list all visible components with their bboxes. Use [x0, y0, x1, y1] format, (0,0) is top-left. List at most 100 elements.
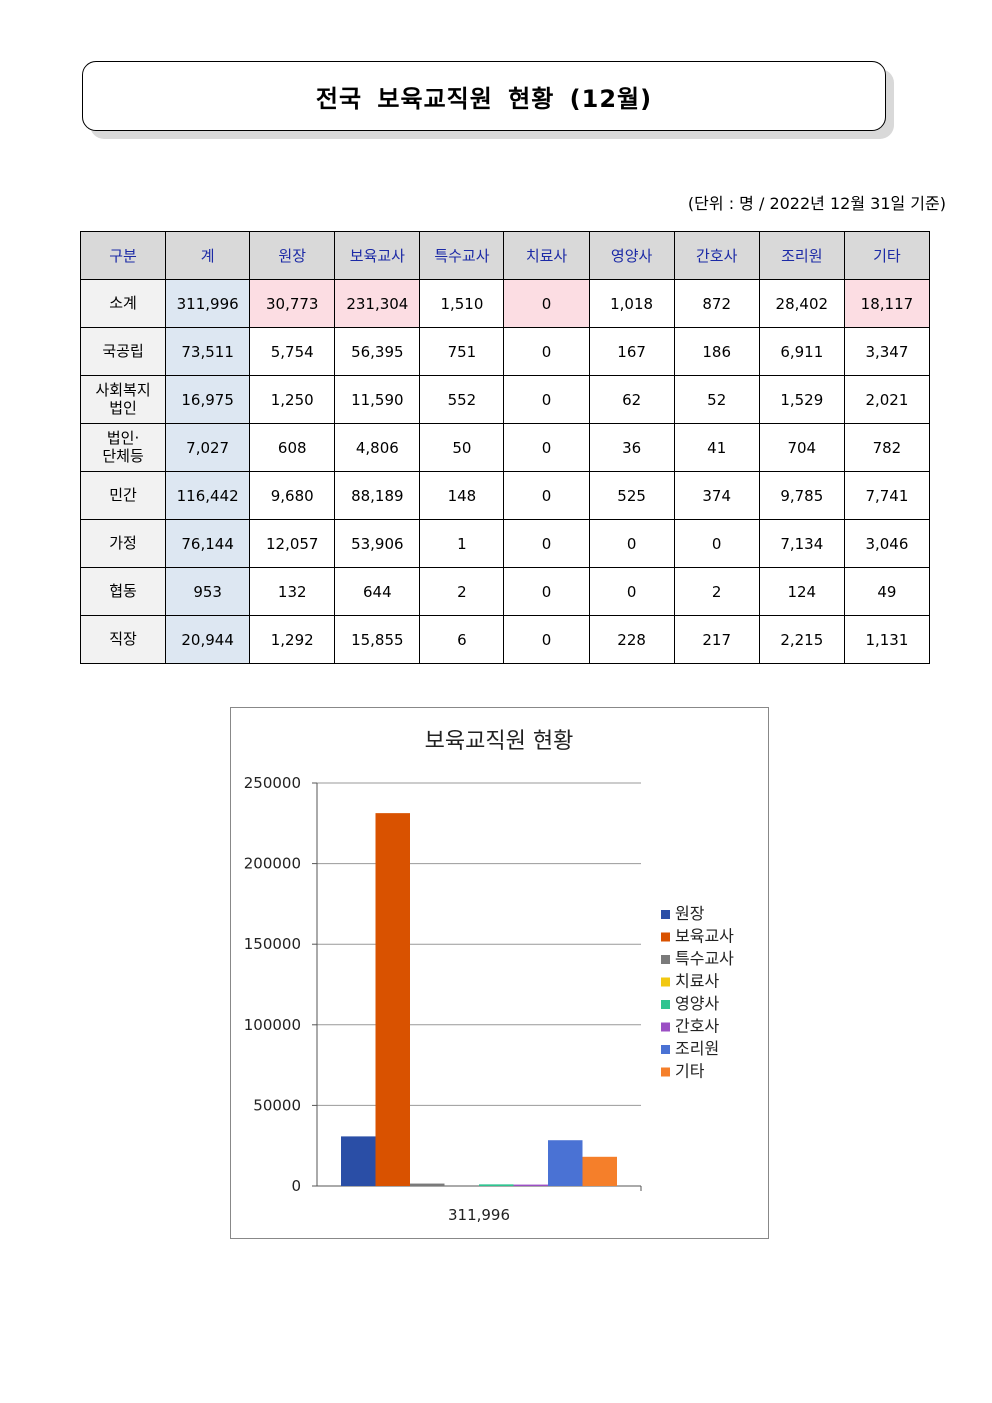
table-cell: 644	[334, 567, 421, 616]
row-label: 협동	[79, 567, 167, 616]
table-cell: 0	[503, 279, 590, 328]
legend-swatch	[661, 1000, 670, 1009]
total-cell: 7,027	[165, 423, 251, 472]
legend-swatch	[661, 932, 670, 942]
legend-label: 원장	[675, 904, 705, 923]
col-header: 보육교사	[334, 231, 421, 280]
table-cell: 7,134	[758, 519, 845, 568]
table-cell: 552	[419, 375, 505, 424]
row-label: 사회복지 법인	[79, 375, 167, 424]
legend-label: 기타	[675, 1062, 705, 1081]
total-cell: 311,996	[165, 279, 251, 328]
legend-swatch	[661, 910, 670, 919]
page-title: 전국 보육교직원 현황 (12월)	[315, 84, 653, 113]
y-tick-label: 0	[291, 1177, 301, 1195]
table-cell: 1,510	[419, 279, 505, 328]
table-cell: 18,117	[843, 279, 931, 328]
chart-frame: 보육교직원 현황 0 50000 100000 150000 200000 250000 31…	[230, 707, 769, 1239]
row-label: 국공립	[79, 327, 167, 376]
table-cell: 0	[503, 519, 590, 568]
table-cell: 608	[249, 423, 336, 472]
table-cell: 5,754	[249, 327, 336, 376]
bar-특수교사	[410, 1183, 445, 1186]
table-cell: 15,855	[334, 615, 421, 664]
y-tick-label: 100000	[244, 1016, 301, 1034]
table-cell: 36	[588, 423, 675, 472]
y-tick-label: 250000	[244, 774, 301, 792]
table-cell: 2,215	[758, 615, 845, 664]
col-header: 조리원	[758, 231, 845, 280]
table-cell: 0	[503, 423, 590, 472]
col-header: 계	[165, 231, 251, 280]
bar-원장	[341, 1136, 376, 1186]
y-tick-label: 200000	[244, 855, 301, 873]
table-cell: 228	[588, 615, 675, 664]
table-row: 법인· 단체등 7,027 608 4,806 50 0 36 41 704 782	[79, 423, 931, 472]
col-header: 영양사	[588, 231, 675, 280]
legend-swatch	[661, 1022, 670, 1032]
table-cell: 50	[419, 423, 505, 472]
row-label-line: 사회복지	[95, 381, 151, 400]
table-cell: 1,131	[843, 615, 931, 664]
table-cell: 52	[673, 375, 760, 424]
table-cell: 88,189	[334, 471, 421, 520]
table-cell: 2	[673, 567, 760, 616]
col-header: 간호사	[673, 231, 760, 280]
table-cell: 0	[588, 519, 675, 568]
table-cell: 374	[673, 471, 760, 520]
table-cell: 148	[419, 471, 505, 520]
table-cell: 56,395	[334, 327, 421, 376]
x-category-label: 311,996	[448, 1206, 510, 1224]
table-cell: 167	[588, 327, 675, 376]
bar-기타	[582, 1156, 617, 1186]
table-cell: 751	[419, 327, 505, 376]
row-label: 소계	[79, 279, 167, 328]
table-cell: 3,046	[843, 519, 931, 568]
table-cell: 2	[419, 567, 505, 616]
row-label: 민간	[79, 471, 167, 520]
table-cell: 53,906	[334, 519, 421, 568]
row-label: 법인· 단체등	[79, 423, 167, 472]
table-cell: 0	[673, 519, 760, 568]
table-cell: 0	[503, 327, 590, 376]
total-cell: 73,511	[165, 327, 251, 376]
table-cell: 1,250	[249, 375, 336, 424]
legend-swatch	[661, 977, 670, 987]
table-row: 직장 20,944 1,292 15,855 6 0 228 217 2,215 1,131	[79, 615, 931, 664]
table-cell: 782	[843, 423, 931, 472]
row-label-line: 법인·	[106, 429, 140, 448]
table-cell: 62	[588, 375, 675, 424]
table-cell: 2,021	[843, 375, 931, 424]
legend-label: 특수교사	[675, 949, 734, 968]
bar-보육교사	[375, 813, 410, 1186]
legend-swatch	[661, 1067, 670, 1077]
legend-label: 영양사	[675, 994, 719, 1013]
table-cell: 0	[503, 471, 590, 520]
table-row: 가정 76,144 12,057 53,906 1 0 0 0 7,134 3,046	[79, 519, 931, 568]
chart-title: 보육교직원 현황	[425, 729, 574, 754]
table-header-row: 구분 계 원장 보육교사 특수교사 치료사 영양사 간호사 조리원 기타	[79, 231, 931, 280]
table-row: 국공립 73,511 5,754 56,395 751 0 167 186 6,911 3,347	[79, 327, 931, 376]
table-cell: 1,529	[758, 375, 845, 424]
table-cell: 124	[758, 567, 845, 616]
title-box: 전국 보육교직원 현황 (12월)	[82, 61, 886, 131]
table-cell: 6,911	[758, 327, 845, 376]
table-cell: 704	[758, 423, 845, 472]
table-cell: 12,057	[249, 519, 336, 568]
table-cell: 49	[843, 567, 931, 616]
table-cell: 0	[503, 567, 590, 616]
bar-영양사	[479, 1184, 514, 1186]
y-tick-label: 50000	[253, 1096, 301, 1114]
legend-label: 조리원	[675, 1039, 719, 1058]
col-header: 원장	[249, 231, 336, 280]
table-cell: 7,741	[843, 471, 931, 520]
table-cell: 4,806	[334, 423, 421, 472]
table-row: 사회복지 법인 16,975 1,250 11,590 552 0 62 52 1,529 2,02…	[79, 375, 931, 424]
row-label-line: 법인	[109, 398, 137, 417]
col-header: 치료사	[503, 231, 590, 280]
table-cell: 1,018	[588, 279, 675, 328]
total-cell: 953	[165, 567, 251, 616]
table-cell: 1,292	[249, 615, 336, 664]
table-row: 협동 953 132 644 2 0 0 2 124 49	[79, 567, 931, 616]
total-cell: 20,944	[165, 615, 251, 664]
